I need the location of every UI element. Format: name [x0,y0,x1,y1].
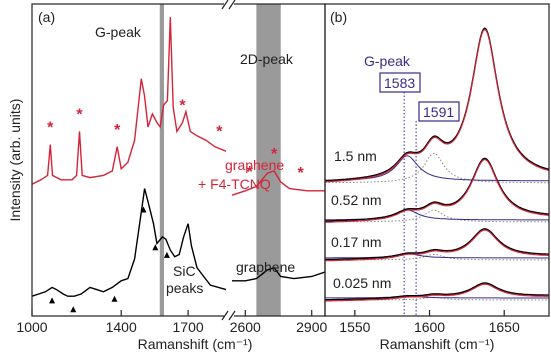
panel-b: 1550 1600 1650 (b) G-peak 1583 1591 1.5 nm… [324,3,550,352]
panel-b-tick-label-1: 1600 [414,319,445,335]
panel-a-series [31,17,326,297]
star-marker-4: * [179,98,186,115]
shaded-band-0 [159,4,165,316]
spectrum-red-1 [324,158,550,223]
panel-b-frame [324,3,550,317]
fit-component-1 [325,209,549,221]
fit-dotted-0 [325,152,549,184]
panel-a-right-tick-label-0: 2600 [230,319,261,335]
triangle-marker-4 [152,244,159,251]
panel-b-ticks: 1550 1600 1650 [339,310,520,335]
g-peak-label: G-peak [95,24,142,40]
triangle-marker-3 [140,206,147,213]
panel-a-ylabel: Intensity (arb. units) [7,99,23,222]
shaded-band-1 [256,4,281,316]
spectrum-red-2 [324,229,550,262]
panel-a-left-tick-label-0: 1000 [16,319,47,335]
fit-component-3 [325,295,549,299]
panel-a-left-tick-label-2: 1700 [173,319,204,335]
panel-a-xlabel: Ramanshift (cm⁻¹) [138,336,253,352]
series-line-0-right [231,170,325,196]
star-marker-5: * [216,124,223,141]
pos-1583-box [379,72,421,93]
axis-break [221,0,236,321]
star-marker-6: * [247,164,254,181]
sic-label-1: SiC [173,263,196,279]
star-marker-1: * [76,106,83,123]
spectrum-black-3 [324,282,549,301]
red-series-label-1: graphene [225,157,284,173]
star-marker-0: * [47,120,54,137]
series-line-1-right [232,266,326,282]
panel-b-label: (b) [330,9,347,25]
thickness-label-3: 0.17 nm [331,234,382,250]
2d-peak-label: 2D-peak [240,51,294,67]
panel-b-series [324,27,550,316]
star-marker-2: * [114,122,121,139]
red-series-label-2: + F4-TCNQ [198,176,271,192]
graphene-series-label: graphene [236,259,295,275]
fit-component-2 [325,252,549,259]
spectrum-red-0 [325,28,550,183]
triangle-marker-2 [111,295,118,302]
thickness-label-4: 0.025 nm [333,275,391,291]
star-marker-7: * [271,146,278,163]
triangle-marker-1 [70,306,77,313]
sic-label-2: peaks [166,280,203,296]
panel-b-xlabel: Ramanshift (cm⁻¹) [380,336,495,352]
panel-b-tick-label-0: 1550 [339,319,370,335]
star-marker-8: * [298,165,305,182]
panel-a: ********* 1000 1400 1700 2600 2900 (a) G-pea… [7,0,327,352]
panel-a-label: (a) [38,9,55,25]
pos-1591-label: 1591 [423,104,454,120]
series-line-1-left [31,188,227,297]
series-line-0-left [31,17,227,185]
spectrum-black-2 [324,228,550,261]
panel-b-gpeak-label: G-peak [364,53,411,69]
pos-1583-label: 1583 [384,75,415,91]
pos-1591-box [418,101,460,122]
spectrum-black-1 [324,157,550,222]
triangle-marker-0 [49,297,56,304]
panel-a-left-tick-label-1: 1400 [106,319,137,335]
fit-dotted-2 [325,254,549,261]
thickness-label-2: 0.52 nm [331,192,382,208]
triangle-marker-5 [163,251,170,258]
panel-b-tick-label-2: 1650 [489,319,520,335]
shaded-bands [159,4,281,316]
thickness-label-1: 1.5 nm [334,148,377,164]
panel-a-ticks: 1000 1400 1700 2600 2900 [16,310,327,335]
panel-a-right-tick-label-1: 2900 [296,319,327,335]
spectrum-red-3 [324,283,549,302]
